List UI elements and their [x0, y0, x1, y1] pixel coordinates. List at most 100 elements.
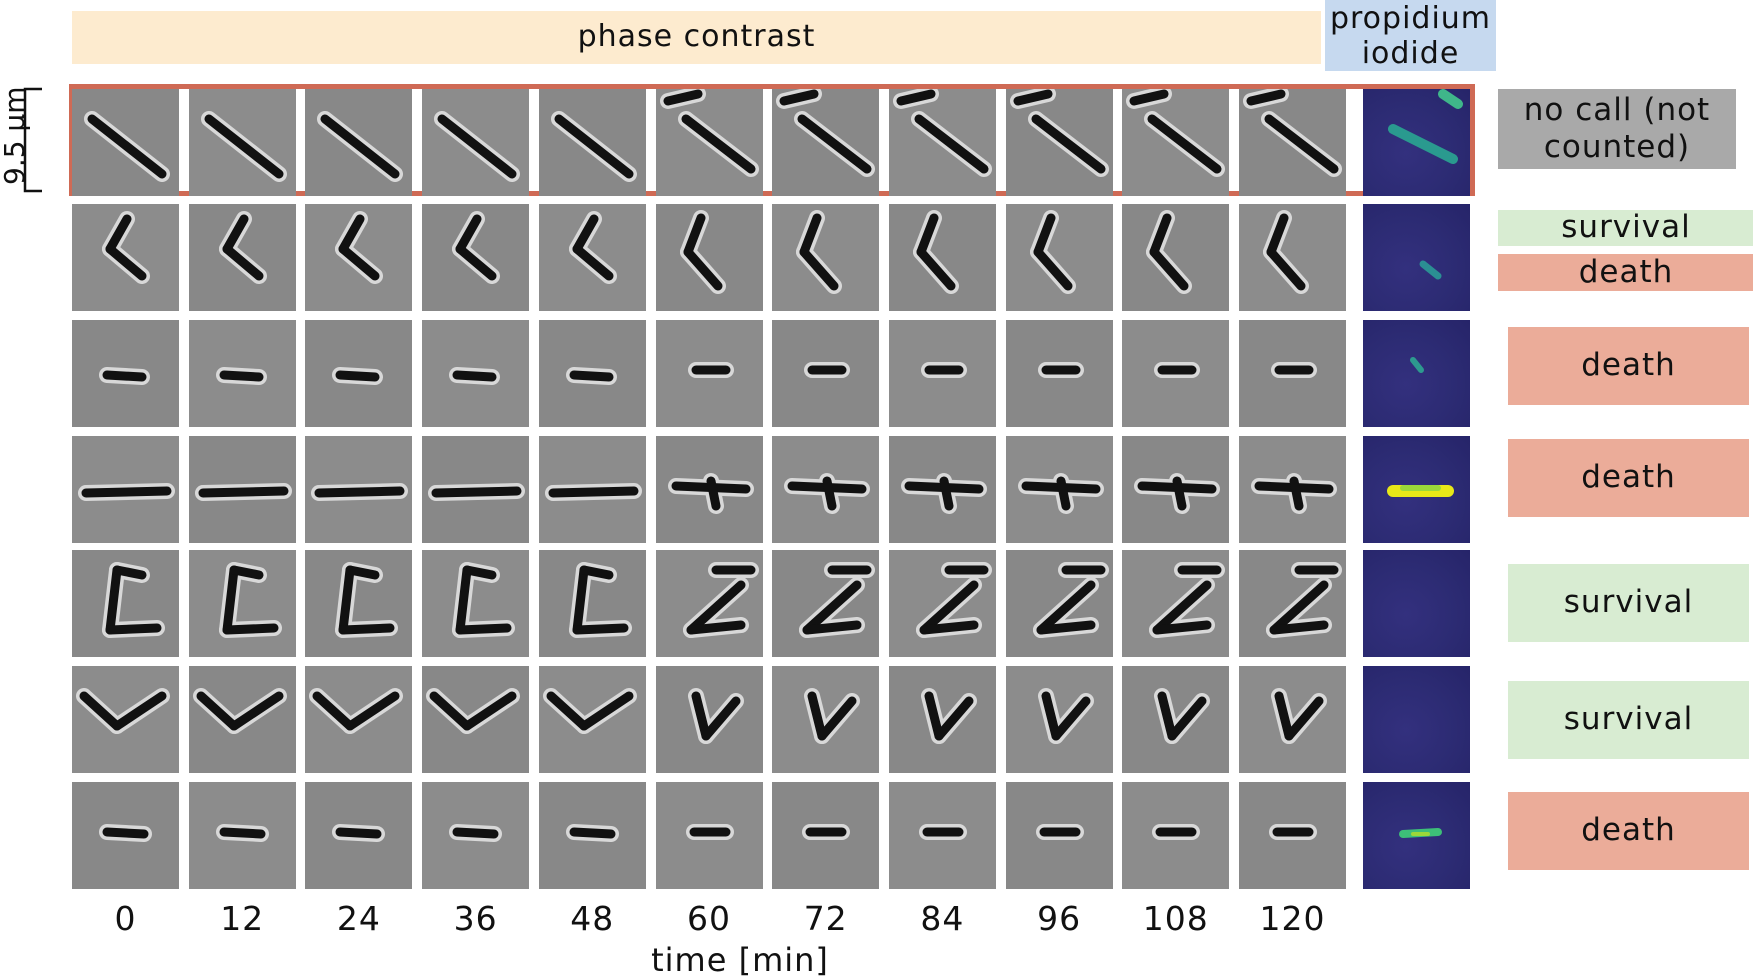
phase-contrast-image [1122, 320, 1230, 427]
phase-contrast-image [655, 89, 763, 196]
phase-contrast-image [72, 782, 179, 889]
propidium-iodide-image [1363, 204, 1470, 311]
phase-contrast-image [1122, 89, 1230, 196]
scale-bar-label: 9.5 µm [0, 86, 31, 185]
phase-contrast-image [188, 666, 296, 773]
phase-contrast-image [1122, 436, 1230, 543]
phase-contrast-image [888, 782, 996, 889]
phase-contrast-image [655, 550, 763, 657]
phase-contrast-image [772, 666, 880, 773]
phase-contrast-image [72, 666, 179, 773]
time-tick-label: 0 [114, 899, 137, 938]
phase-contrast-image [72, 204, 179, 311]
phase-contrast-image [305, 89, 413, 196]
phase-contrast-image [1005, 666, 1113, 773]
phase-contrast-image [305, 782, 413, 889]
phase-contrast-image [1239, 782, 1346, 889]
phase-contrast-image [1122, 204, 1230, 311]
propidium-iodide-image [1363, 320, 1470, 427]
phase-contrast-image [1122, 550, 1230, 657]
propidium-iodide-image [1363, 436, 1470, 543]
time-tick-label: 60 [687, 899, 731, 938]
phase-contrast-image [1005, 204, 1113, 311]
phase-contrast-image [422, 666, 530, 773]
phase-contrast-image [888, 550, 996, 657]
phase-contrast-image [1239, 89, 1346, 196]
phase-contrast-image [538, 320, 646, 427]
propidium-iodide-header: propidium iodide [1325, 0, 1496, 71]
call-label-row-2-survival: survival [1498, 209, 1753, 246]
phase-contrast-image [888, 436, 996, 543]
phase-contrast-image [305, 550, 413, 657]
phase-contrast-image [1005, 89, 1113, 196]
phase-contrast-image [1239, 320, 1346, 427]
phase-contrast-image [1005, 782, 1113, 889]
phase-contrast-header: phase contrast [72, 11, 1321, 64]
phase-contrast-image [655, 436, 763, 543]
phase-contrast-image [538, 89, 646, 196]
phase-contrast-image [305, 204, 413, 311]
time-tick-label: 48 [570, 899, 615, 938]
phase-contrast-image [888, 320, 996, 427]
phase-contrast-image [305, 666, 413, 773]
phase-contrast-image [188, 204, 296, 311]
call-label-row-3: death [1508, 327, 1749, 405]
phase-contrast-image [422, 550, 530, 657]
phase-contrast-image [422, 436, 530, 543]
phase-contrast-image [188, 320, 296, 427]
phase-contrast-image [772, 89, 880, 196]
phase-contrast-image [305, 320, 413, 427]
phase-contrast-image [305, 436, 413, 543]
phase-contrast-image [422, 89, 530, 196]
phase-contrast-image [538, 436, 646, 543]
call-label-row-6: survival [1508, 681, 1749, 759]
phase-contrast-image [1005, 436, 1113, 543]
phase-contrast-image [1122, 666, 1230, 773]
phase-contrast-image [188, 550, 296, 657]
phase-contrast-image [772, 320, 880, 427]
phase-contrast-image [655, 204, 763, 311]
phase-contrast-image [655, 666, 763, 773]
propidium-iodide-image [1363, 550, 1470, 657]
phase-contrast-image [1122, 782, 1230, 889]
phase-contrast-image [538, 666, 646, 773]
phase-contrast-image [538, 550, 646, 657]
call-label-row-7: death [1508, 792, 1749, 870]
phase-contrast-image [1005, 320, 1113, 427]
phase-contrast-image [188, 436, 296, 543]
phase-contrast-image [772, 550, 880, 657]
time-tick-label: 72 [803, 899, 848, 938]
phase-contrast-image [72, 436, 179, 543]
phase-contrast-image [655, 320, 763, 427]
phase-contrast-image [888, 666, 996, 773]
phase-contrast-image [72, 320, 179, 427]
phase-contrast-image [772, 782, 880, 889]
time-tick-label: 12 [220, 899, 265, 938]
phase-contrast-image [422, 782, 530, 889]
phase-contrast-image [772, 204, 880, 311]
propidium-iodide-image [1363, 666, 1470, 773]
phase-contrast-image [72, 550, 179, 657]
phase-contrast-image [888, 204, 996, 311]
scale-bar-bracket [23, 87, 42, 193]
phase-contrast-image [1239, 550, 1346, 657]
phase-contrast-image [1239, 204, 1346, 311]
call-label-row-2-death: death [1498, 254, 1753, 291]
time-tick-label: 108 [1142, 899, 1209, 938]
time-tick-label: 84 [920, 899, 965, 938]
phase-contrast-image [1239, 436, 1346, 543]
phase-contrast-image [72, 89, 179, 196]
phase-contrast-image [422, 204, 530, 311]
time-tick-label: 36 [453, 899, 498, 938]
phase-contrast-image [655, 782, 763, 889]
time-tick-label: 96 [1037, 899, 1082, 938]
call-label-row-5: survival [1508, 564, 1749, 642]
phase-contrast-image [188, 782, 296, 889]
propidium-iodide-image [1363, 89, 1470, 196]
phase-contrast-image [888, 89, 996, 196]
phase-contrast-image [188, 89, 296, 196]
phase-contrast-image [422, 320, 530, 427]
time-tick-label: 120 [1259, 899, 1326, 938]
phase-contrast-image [538, 204, 646, 311]
time-tick-label: 24 [336, 899, 381, 938]
